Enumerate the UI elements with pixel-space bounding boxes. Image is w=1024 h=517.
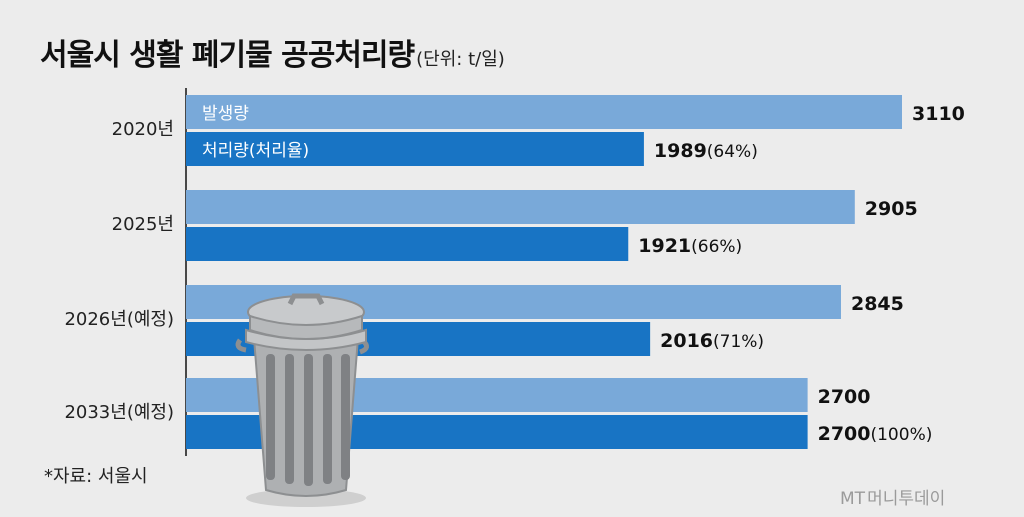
value-number: 3110	[912, 103, 965, 125]
category-label: 2026년(예정)	[64, 309, 174, 330]
category-label: 2020년	[112, 119, 174, 140]
value-number: 1921	[638, 235, 691, 257]
bar-generated	[186, 190, 855, 224]
bar-processed	[186, 132, 644, 166]
mt-logo-mark: MT	[840, 489, 866, 509]
rate-label: (66%)	[691, 237, 742, 257]
source-note: *자료: 서울시	[44, 466, 148, 487]
watermark-text: 머니투데이	[867, 489, 946, 509]
category-label: 2033년(예정)	[64, 402, 174, 423]
value-number: 2700	[818, 386, 871, 408]
bar-processed	[186, 227, 629, 261]
series-label: 처리량(처리율)	[202, 141, 309, 161]
value-label: 2845	[851, 293, 904, 315]
trash-can-icon	[235, 293, 369, 507]
value-label: 1921(66%)	[638, 235, 742, 257]
bar-generated	[186, 95, 902, 129]
value-number: 2905	[865, 198, 918, 220]
rate-label: (71%)	[713, 332, 764, 352]
value-number: 2016	[660, 330, 713, 352]
rate-label: (64%)	[707, 142, 758, 162]
value-number: 1989	[654, 140, 707, 162]
value-label: 3110	[912, 103, 965, 125]
series-label: 발생량	[202, 104, 249, 124]
unit-label: (단위: t/일)	[416, 49, 505, 70]
category-label: 2025년	[112, 214, 174, 235]
watermark: MT 머니투데이	[838, 484, 945, 509]
value-label: 2700(100%)	[818, 423, 933, 445]
value-number: 2700	[818, 423, 871, 445]
chart-title-group: 서울시 생활 폐기물 공공처리량 (단위: t/일)	[40, 30, 505, 74]
rate-label: (100%)	[870, 425, 932, 445]
value-label: 2016(71%)	[660, 330, 764, 352]
labels-layer: 2020년 발생량 3110 처리량(처리율) 1989(64%) 2025년 2905 19…	[64, 103, 964, 445]
value-number: 2845	[851, 293, 904, 315]
value-label: 2700	[818, 386, 871, 408]
value-label: 2905	[865, 198, 918, 220]
chart-title: 서울시 생활 폐기물 공공처리량	[40, 38, 415, 73]
value-label: 1989(64%)	[654, 140, 758, 162]
